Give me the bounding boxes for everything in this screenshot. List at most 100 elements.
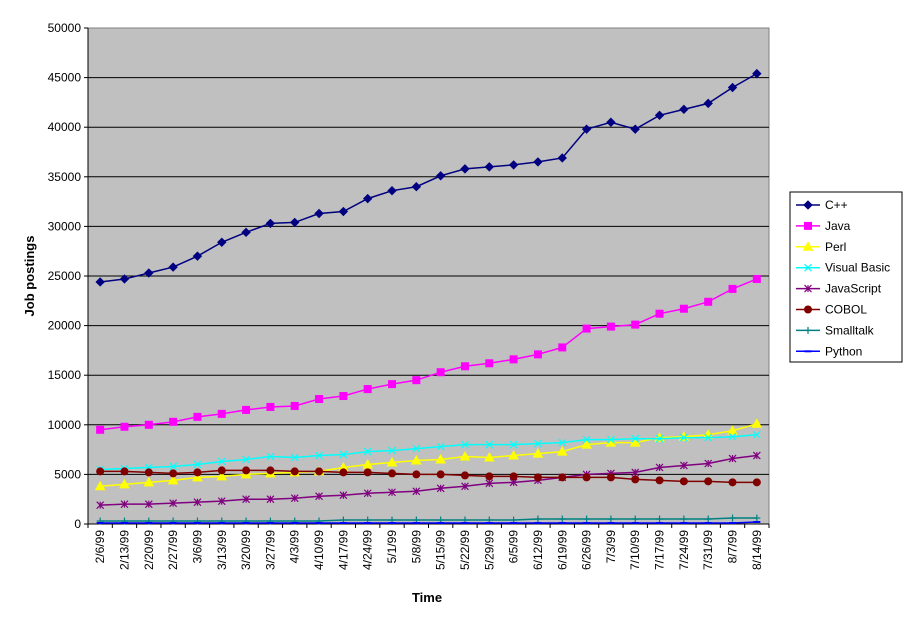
data-point-java xyxy=(655,309,664,318)
legend-label: Perl xyxy=(825,240,846,254)
data-point-javascript xyxy=(752,451,761,460)
x-tick-label: 7/17/99 xyxy=(653,530,667,570)
gridlines xyxy=(88,77,769,475)
x-tick-label: 2/27/99 xyxy=(166,530,180,570)
y-tick-label: 30000 xyxy=(48,219,82,233)
legend-item-cpp: C++ xyxy=(796,198,848,212)
x-tick-label: 5/22/99 xyxy=(458,530,472,570)
data-point-cobol xyxy=(388,469,397,478)
legend-marker xyxy=(803,200,813,210)
data-point-cpp xyxy=(362,193,373,204)
data-point-java xyxy=(96,425,105,434)
legend-marker xyxy=(804,221,812,230)
data-point-smalltalk xyxy=(631,515,639,523)
data-point-cobol xyxy=(217,466,226,475)
x-tick-label: 7/10/99 xyxy=(628,530,642,570)
data-point-cpp xyxy=(119,274,130,284)
data-point-javascript xyxy=(242,495,251,504)
data-point-smalltalk xyxy=(656,515,664,523)
data-point-visual-basic xyxy=(509,440,518,449)
legend-label: Java xyxy=(825,219,851,233)
data-point-java xyxy=(436,368,445,377)
data-point-cobol xyxy=(120,467,129,476)
legend-item-python: Python xyxy=(796,344,862,358)
data-point-perl xyxy=(94,480,106,491)
data-point-cobol xyxy=(169,469,178,478)
x-tick-label: 6/12/99 xyxy=(531,530,545,570)
data-point-perl xyxy=(192,471,203,482)
data-point-perl xyxy=(556,446,568,456)
data-point-javascript xyxy=(388,488,396,497)
x-tick-label: 2/20/99 xyxy=(142,530,156,570)
data-point-cobol xyxy=(752,478,761,487)
data-point-cpp xyxy=(727,82,738,93)
data-point-perl xyxy=(435,454,447,464)
data-point-java xyxy=(217,409,226,418)
data-point-cobol xyxy=(582,473,591,482)
x-tick-label: 6/19/99 xyxy=(555,530,569,570)
data-point-cobol xyxy=(339,468,348,477)
data-point-cpp xyxy=(314,208,324,219)
data-point-cobol xyxy=(679,477,688,486)
data-point-cpp xyxy=(679,104,689,115)
data-point-visual-basic xyxy=(606,435,615,444)
data-point-cobol xyxy=(704,477,713,486)
data-point-perl xyxy=(386,456,398,467)
x-tick-label: 3/13/99 xyxy=(215,530,229,570)
series-line-cobol xyxy=(100,469,757,484)
legend-label: C++ xyxy=(825,198,848,212)
data-point-javascript xyxy=(217,497,226,506)
legend-marker xyxy=(804,305,812,314)
data-point-cobol xyxy=(631,475,640,484)
series-cpp xyxy=(95,68,762,287)
legend-label: Smalltalk xyxy=(825,323,875,337)
data-point-cpp xyxy=(606,117,616,127)
data-point-cpp xyxy=(654,110,665,121)
data-point-java xyxy=(120,422,129,431)
series-line-smalltalk xyxy=(100,517,757,522)
data-point-visual-basic xyxy=(679,433,688,442)
data-point-javascript xyxy=(461,482,469,491)
data-point-cobol xyxy=(242,466,251,475)
x-tick-label: 3/27/99 xyxy=(263,530,277,570)
data-point-visual-basic xyxy=(388,446,396,455)
data-point-visual-basic xyxy=(339,450,348,459)
data-point-visual-basic xyxy=(485,440,494,449)
data-point-java xyxy=(193,412,202,421)
data-point-cobol xyxy=(509,472,518,481)
data-point-perl xyxy=(727,425,738,435)
x-tick-label: 2/6/99 xyxy=(93,530,107,564)
data-point-perl xyxy=(216,470,228,481)
data-point-visual-basic xyxy=(704,433,713,442)
data-point-visual-basic xyxy=(631,434,640,443)
x-tick-label: 7/3/99 xyxy=(604,530,618,564)
data-point-cpp xyxy=(460,164,470,174)
data-point-java xyxy=(290,401,299,410)
series-java xyxy=(96,274,761,434)
data-point-smalltalk xyxy=(753,514,761,522)
data-point-java xyxy=(363,385,372,394)
legend-item-java: Java xyxy=(796,219,851,233)
legend-item-cobol: COBOL xyxy=(796,303,867,317)
legend-box xyxy=(789,191,903,363)
data-point-javascript xyxy=(120,500,129,509)
data-point-cpp xyxy=(484,162,495,172)
data-point-cpp xyxy=(192,251,203,261)
legend-label: Visual Basic xyxy=(825,261,890,275)
data-point-perl xyxy=(362,458,374,469)
data-point-smalltalk xyxy=(583,515,591,523)
data-point-cobol xyxy=(144,468,153,477)
data-point-javascript xyxy=(266,495,275,504)
data-point-javascript xyxy=(339,491,348,500)
x-tick-label: 6/26/99 xyxy=(580,530,594,570)
data-point-visual-basic xyxy=(655,434,664,443)
x-tick-label: 8/7/99 xyxy=(726,530,740,564)
data-point-visual-basic xyxy=(534,439,542,448)
series-python xyxy=(96,521,761,525)
y-tick-label: 25000 xyxy=(48,269,82,283)
x-tick-label: 2/13/99 xyxy=(117,530,131,570)
x-tick-label: 5/29/99 xyxy=(482,530,496,570)
data-point-perl xyxy=(143,476,155,487)
data-point-javascript xyxy=(412,487,421,496)
x-tick-label: 4/24/99 xyxy=(361,530,375,570)
